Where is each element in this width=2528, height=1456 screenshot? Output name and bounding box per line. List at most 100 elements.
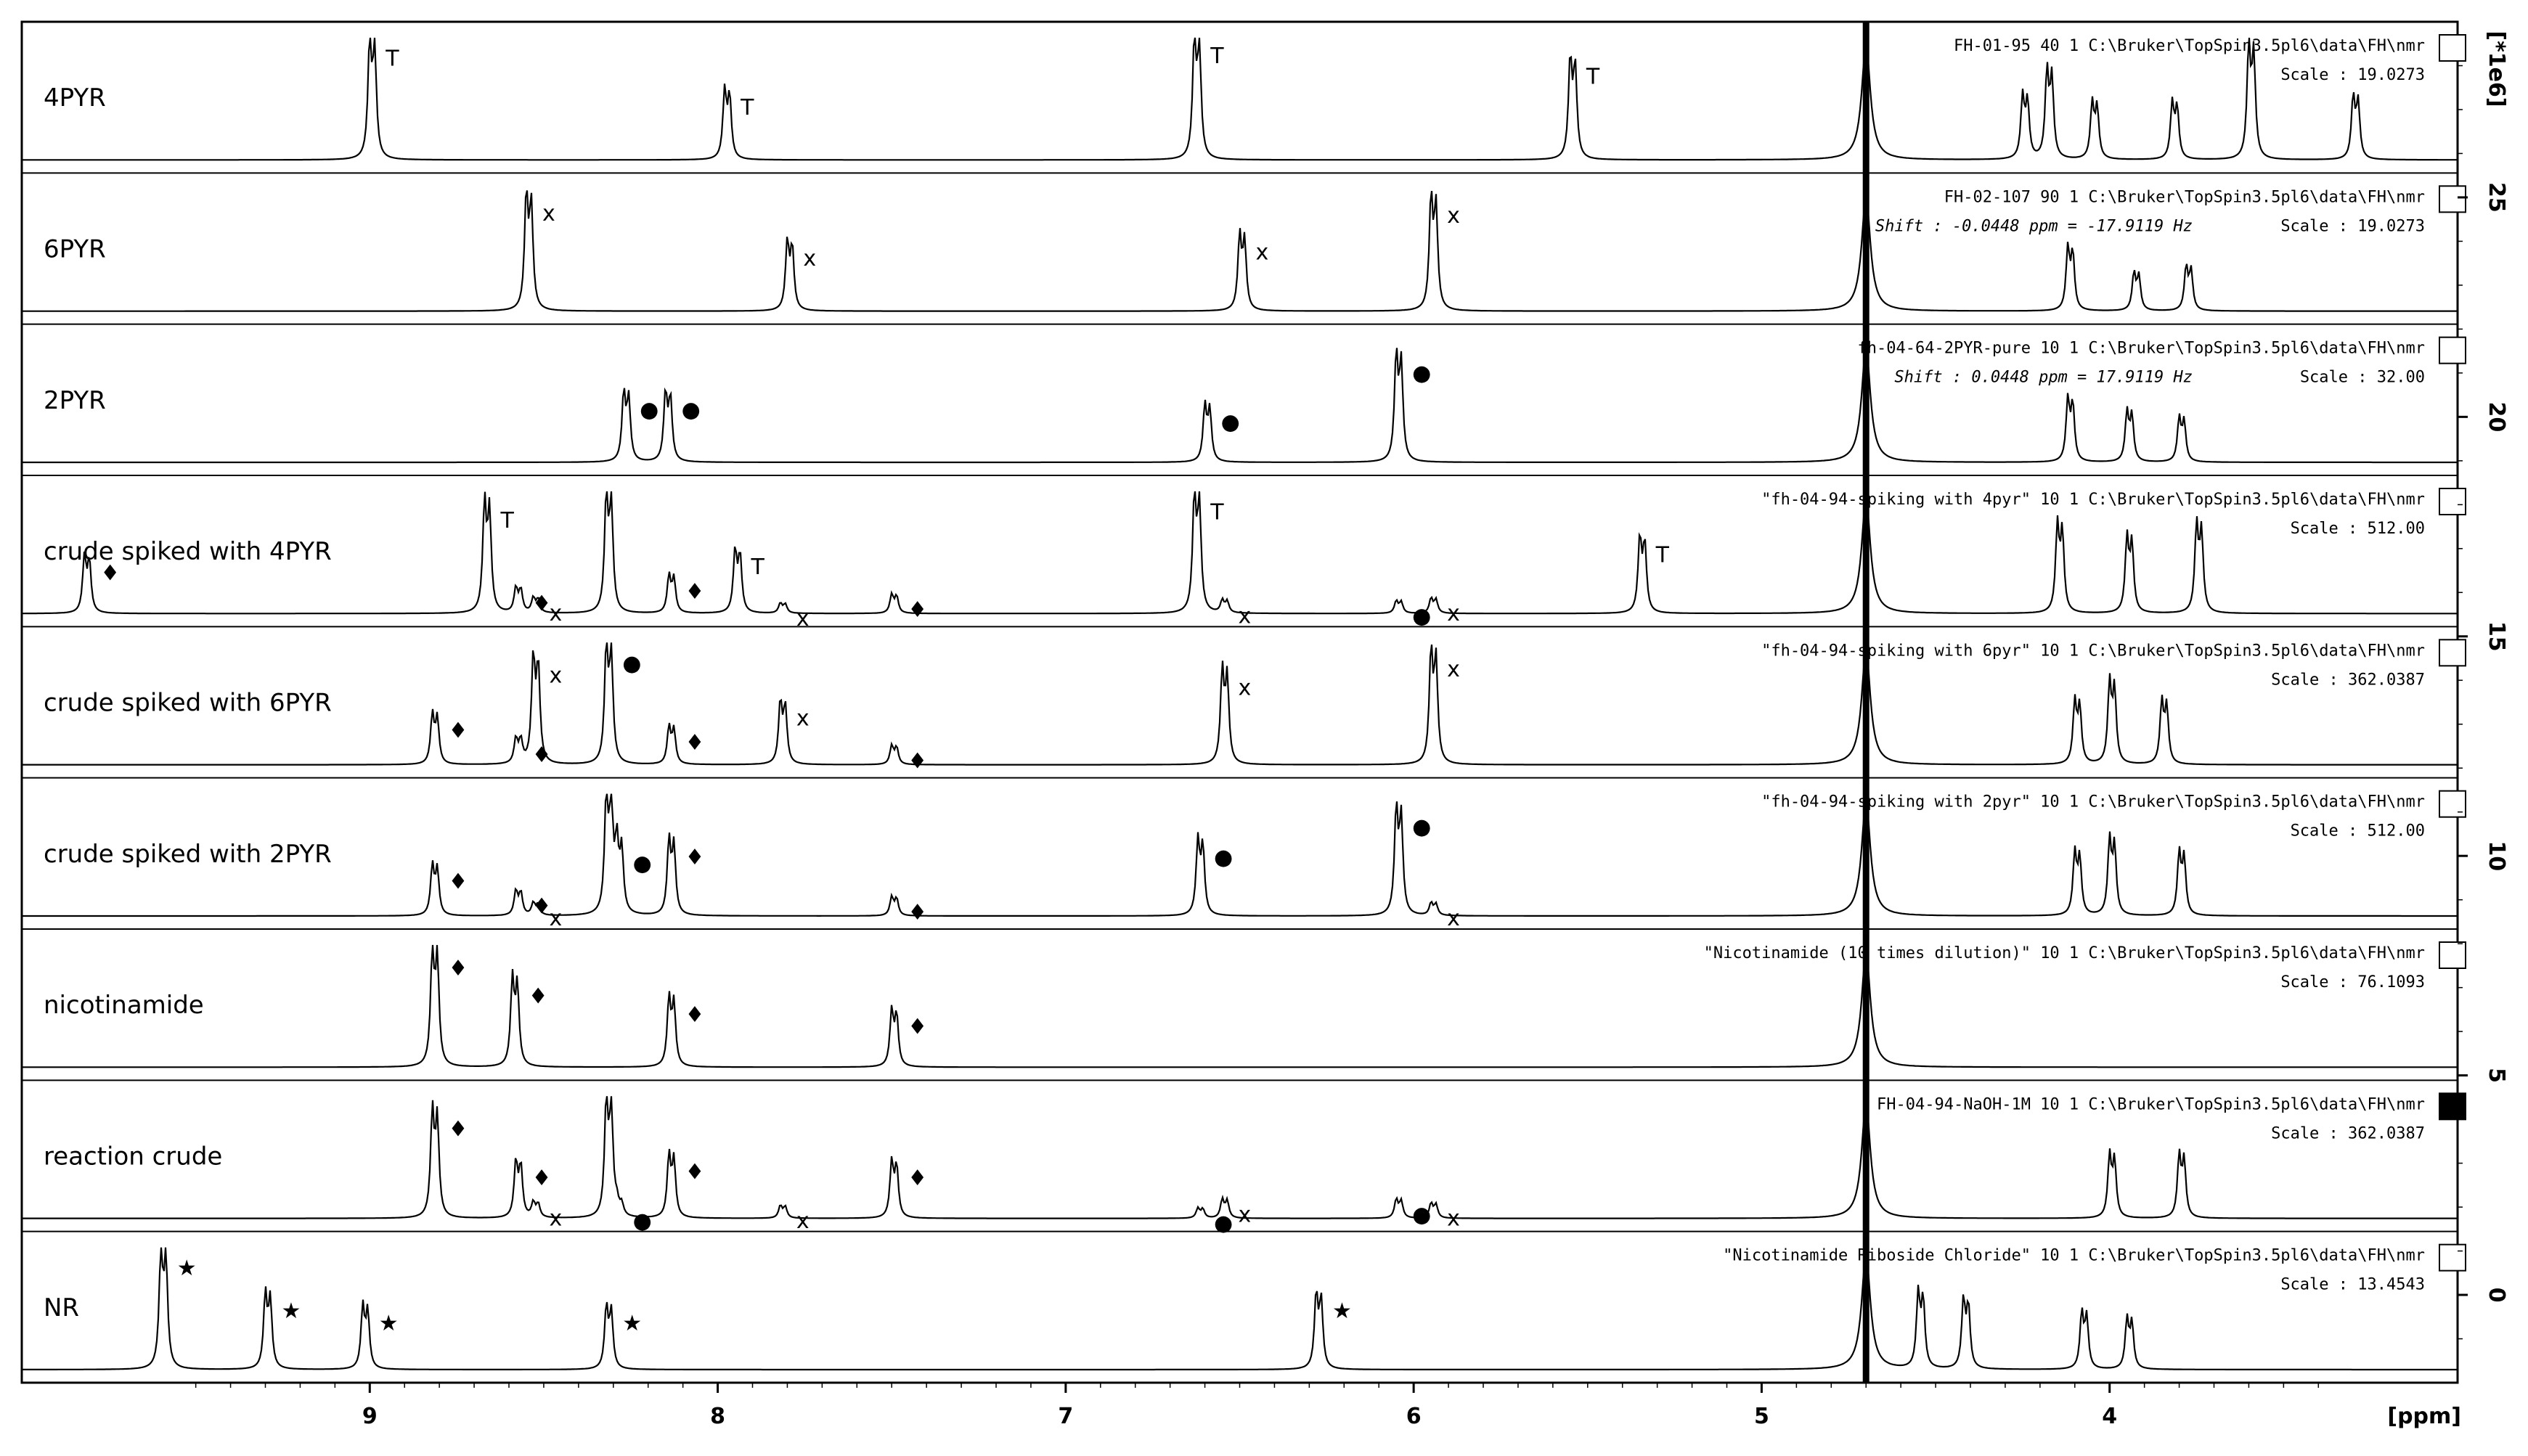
trace-nr: ★ ★ ★ ★ ★ NR "Nicotinamide Riboside Chloride" … [22, 1230, 2466, 1371]
trace-scale: Scale : 76.1093 [2280, 973, 2425, 991]
spectrum-line [22, 793, 2457, 917]
y-axis-label: [*1e6] [2484, 30, 2509, 107]
trace-toggle-box[interactable] [2439, 336, 2466, 364]
trace-scale: Scale : 19.0273 [2280, 66, 2425, 84]
mark-dot: ● [633, 1208, 652, 1234]
trace-toggle-box[interactable] [2439, 790, 2466, 818]
x-tick-label: 9 [362, 1404, 378, 1429]
trace-header: FH-01-95 40 1 C:\Bruker\TopSpin3.5pl6\da… [1954, 37, 2425, 55]
trace-header: "Nicotinamide Riboside Chloride" 10 1 C:… [1723, 1247, 2425, 1265]
trace-label: nicotinamide [44, 991, 204, 1020]
trace-toggle-box[interactable] [2439, 488, 2466, 515]
spectra-traces: T T T T 4PYR FH-01-95 40 1 C:\Bruker\TopSpin3… [22, 34, 2466, 1371]
mark-t: T [751, 555, 765, 580]
y-tick-label: 15 [2484, 621, 2509, 652]
trace-label: crude spiked with 6PYR [44, 689, 332, 718]
mark-diamond: ♦ [532, 743, 552, 768]
trace-scale: Scale : 13.4543 [2280, 1276, 2425, 1294]
mark-t: T [1655, 542, 1670, 568]
spectrum-line [22, 944, 2457, 1068]
mark-star: ★ [622, 1311, 642, 1336]
mark-dot: ● [1412, 361, 1431, 386]
axes: 9 8 7 6 5 4 [ppm] 0 5 10 15 20 25 [*1e6] [195, 22, 2509, 1429]
x-tick-label: 5 [1754, 1404, 1769, 1429]
mark-star: ★ [282, 1298, 301, 1324]
trace-shift: Shift : 0.0448 ppm = 17.9119 Hz [1894, 369, 2193, 387]
trace-label: 6PYR [44, 235, 106, 264]
trace-toggle-box[interactable] [2439, 1092, 2466, 1121]
mark-diamond: ♦ [449, 718, 468, 743]
x-tick-label: 4 [2102, 1404, 2117, 1429]
trace-toggle-box[interactable] [2439, 941, 2466, 969]
mark-diamond: ♦ [532, 893, 552, 919]
mark-x: x [550, 906, 563, 931]
spectrum-line [22, 345, 2457, 464]
mark-t: T [1586, 65, 1600, 90]
x-axis-label: [ppm] [2387, 1404, 2461, 1429]
trace-scale: Scale : 512.00 [2291, 520, 2425, 538]
trace-4pyr: T T T T 4PYR FH-01-95 40 1 C:\Bruker\TopSpin3… [22, 34, 2466, 161]
mark-diamond: ♦ [908, 597, 927, 623]
mark-t: T [1210, 499, 1224, 525]
trace-scale: Scale : 32.00 [2300, 369, 2425, 387]
mark-diamond: ♦ [449, 1117, 468, 1142]
mark-diamond: ♦ [449, 870, 468, 895]
mark-dot: ● [1214, 1211, 1233, 1236]
spectrum-line [22, 37, 2457, 161]
mark-diamond: ♦ [908, 900, 927, 925]
mark-t: T [1210, 44, 1224, 69]
trace-6pyr: x x x x 6PYR FH-02-107 90 1 C:\Bruker\TopSpin… [22, 172, 2466, 312]
mark-x: x [1447, 601, 1460, 626]
mark-x: x [1447, 203, 1460, 229]
trace-toggle-box[interactable] [2439, 1243, 2466, 1272]
mark-x: x [1447, 657, 1460, 682]
trace-header: fh-04-64-2PYR-pure 10 1 C:\Bruker\TopSpi… [1858, 340, 2425, 358]
trace-label: reaction crude [44, 1142, 222, 1171]
spectrum-line [22, 1096, 2457, 1219]
spectrum-line [22, 190, 2457, 312]
trace-label: NR [44, 1293, 79, 1322]
mark-diamond: ♦ [532, 592, 552, 617]
mark-x: x [1256, 240, 1269, 266]
trace-header: "fh-04-94-spiking with 4pyr" 10 1 C:\Bru… [1761, 491, 2425, 509]
mark-star: ★ [1332, 1298, 1352, 1324]
mark-diamond: ♦ [908, 1166, 927, 1191]
mark-x: x [796, 606, 810, 631]
mark-x: x [1239, 604, 1252, 629]
mark-dot: ● [1412, 604, 1431, 629]
mark-dot: ● [633, 851, 652, 876]
trace-crude-spiked-with-6pyr: ♦ ♦ x ● ♦ x ♦ x x crude spiked with 6PYR "fh-04-94… [22, 626, 2466, 774]
trace-toggle-box[interactable] [2439, 34, 2466, 62]
mark-diamond: ♦ [908, 1015, 927, 1040]
trace-toggle-box[interactable] [2439, 639, 2466, 667]
mark-x: x [1447, 1206, 1460, 1231]
x-tick-label: 7 [1058, 1404, 1073, 1429]
mark-x: x [542, 201, 555, 226]
spectrum-line [22, 1247, 2457, 1371]
mark-diamond: ♦ [532, 1166, 552, 1191]
mark-diamond: ♦ [529, 984, 548, 1010]
trace-header: "fh-04-94-spiking with 6pyr" 10 1 C:\Bru… [1761, 642, 2425, 660]
trace-toggle-box[interactable] [2439, 185, 2466, 213]
mark-diamond: ♦ [685, 579, 704, 605]
y-tick-label: 5 [2484, 1068, 2509, 1083]
mark-x: x [1239, 675, 1252, 700]
mark-x: x [796, 1208, 810, 1234]
trace-scale: Scale : 362.0387 [2271, 671, 2425, 689]
trace-header: FH-04-94-NaOH-1M 10 1 C:\Bruker\TopSpin3… [1877, 1095, 2425, 1113]
trace-header: "Nicotinamide (10 times dilution)" 10 1 … [1704, 944, 2425, 962]
mark-diamond: ♦ [685, 1160, 704, 1185]
trace-scale: Scale : 362.0387 [2271, 1124, 2425, 1142]
mark-dot: ● [682, 397, 701, 422]
mark-x: x [550, 663, 563, 689]
trace-2pyr: ● ● ● ● 2PYR fh-04-64-2PYR-pure 10 1 C:\Bruke… [22, 323, 2466, 464]
mark-t: T [500, 508, 514, 533]
mark-diamond: ♦ [449, 956, 468, 981]
x-tick-label: 6 [1406, 1404, 1422, 1429]
mark-x: x [1239, 1202, 1252, 1227]
mark-dot: ● [640, 397, 658, 422]
